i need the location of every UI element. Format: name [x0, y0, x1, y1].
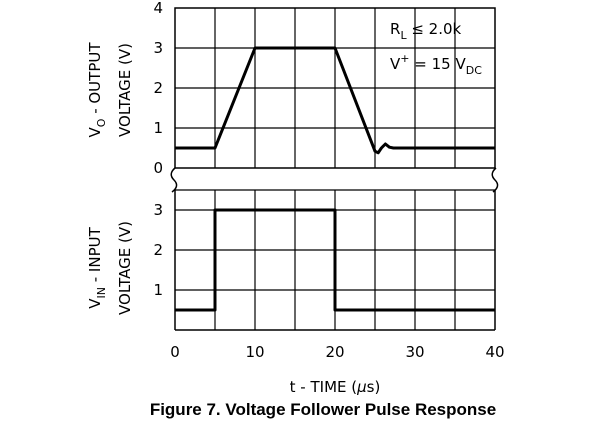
input-ylabel-v: V	[86, 298, 104, 309]
right-axis-break	[491, 167, 499, 193]
x-axis-title-pre: t - TIME (	[290, 378, 357, 396]
x-axis-title-post: s)	[367, 378, 381, 396]
svg-text:RL ≤ 2.0k: RL ≤ 2.0k	[390, 20, 462, 42]
rl-main: R	[390, 20, 400, 38]
output-ytick-label: 2	[153, 79, 163, 97]
input-ylabel-sub: IN	[95, 287, 108, 298]
xtick-label: 40	[485, 343, 504, 361]
svg-text:VIN - INPUT: VIN - INPUT	[86, 226, 108, 308]
axis-break-marks	[170, 167, 499, 193]
input-ylabel-rest: - INPUT	[86, 226, 104, 287]
curves	[175, 46, 495, 312]
x-axis-title: t - TIME (μs)	[290, 378, 381, 396]
xtick-label: 30	[405, 343, 424, 361]
rl-sub: L	[400, 29, 407, 42]
output-ylabel-rest: - OUTPUT	[86, 42, 104, 119]
input-voltage-curve	[175, 208, 495, 312]
input-ytick-label: 1	[153, 281, 163, 299]
conditions-annotation: RL ≤ 2.0k V+ = 15 VDC	[390, 20, 482, 77]
vp-rest: = 15 V	[409, 55, 466, 73]
output-ytick-label: 4	[153, 0, 163, 17]
svg-text:V+ = 15 VDC: V+ = 15 VDC	[390, 52, 482, 77]
output-ylabel: VO - OUTPUT VOLTAGE (V)	[86, 42, 134, 138]
output-ylabel-v: V	[86, 127, 104, 138]
output-ytick-label: 3	[153, 39, 163, 57]
output-ytick-label: 1	[153, 119, 163, 137]
output-ytick-label: 0	[153, 159, 163, 177]
xtick-label: 0	[170, 343, 180, 361]
output-ylabel-sub: O	[95, 118, 108, 127]
input-ytick-label: 3	[153, 201, 163, 219]
xtick-label: 10	[245, 343, 264, 361]
rl-rest: ≤ 2.0k	[407, 20, 462, 38]
vp-main: V	[390, 55, 401, 73]
left-axis-break	[170, 167, 178, 193]
vp-sup: +	[400, 52, 409, 65]
xtick-label: 20	[325, 343, 344, 361]
vp-sub: DC	[466, 64, 482, 77]
svg-text:VO - OUTPUT: VO - OUTPUT	[86, 42, 108, 138]
input-ytick-label: 2	[153, 241, 163, 259]
input-ylabel: VIN - INPUT VOLTAGE (V)	[86, 221, 134, 315]
output-voltage-curve	[175, 46, 495, 155]
figure-caption: Figure 7. Voltage Follower Pulse Respons…	[149, 400, 497, 419]
input-ylabel-units: VOLTAGE (V)	[116, 221, 134, 315]
x-axis-title-mu: μ	[356, 378, 367, 396]
output-ylabel-units: VOLTAGE (V)	[116, 43, 134, 137]
